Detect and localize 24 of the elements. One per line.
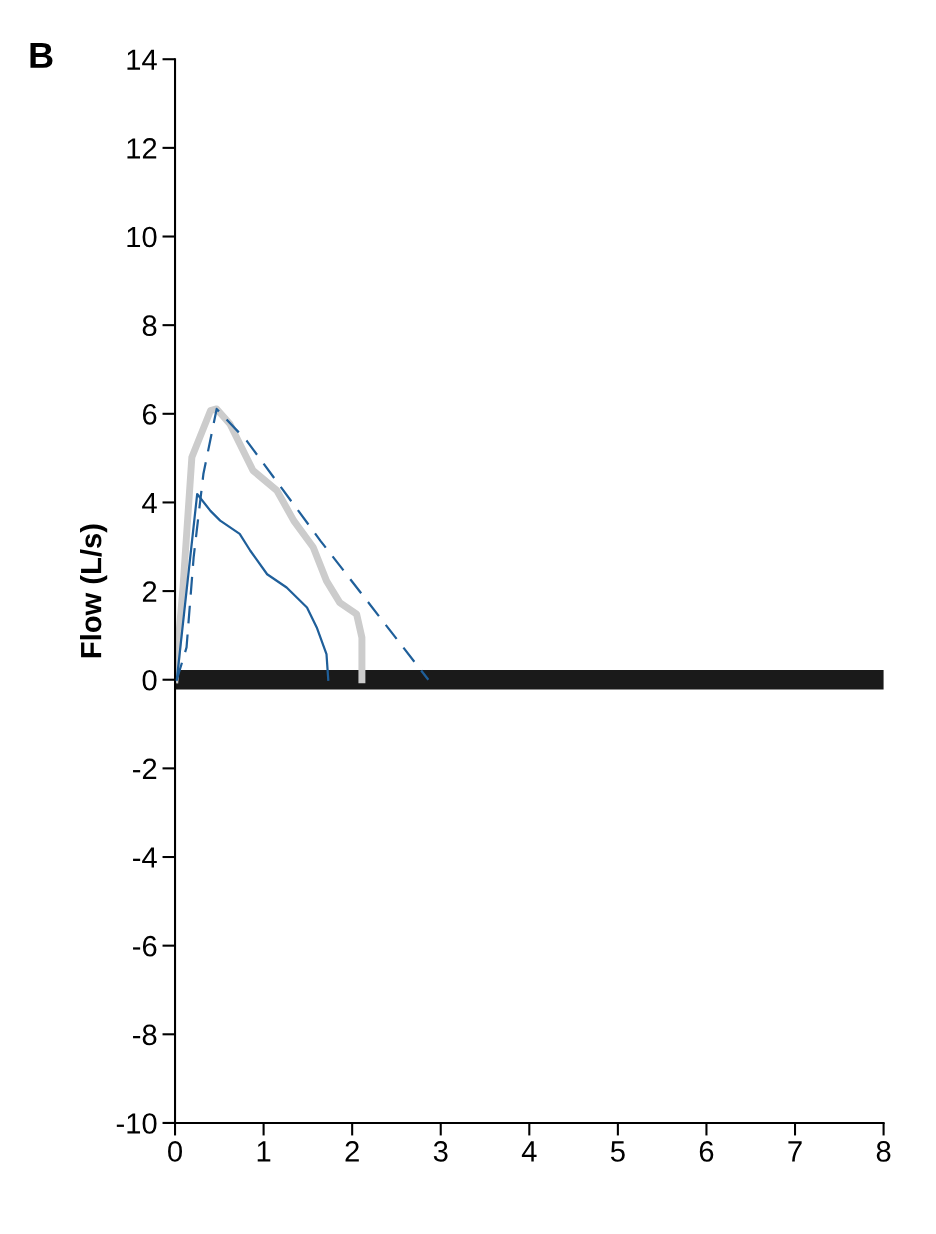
y-tick-label: 10 — [127, 226, 157, 248]
y-tick-label: 0 — [142, 669, 157, 691]
x-tick-label: 4 — [521, 1141, 537, 1162]
y-tick-label: 4 — [142, 492, 157, 514]
y-tick-label: 2 — [142, 581, 157, 602]
x-tick-label: 0 — [168, 1141, 182, 1162]
x-tick-label: 8 — [876, 1141, 891, 1162]
x-tick-label: 2 — [345, 1141, 359, 1162]
y-tick-label: 12 — [127, 138, 157, 159]
y-tick-label: 6 — [142, 404, 157, 425]
x-tick-label: 6 — [699, 1141, 714, 1162]
chart-title: B — [30, 43, 53, 68]
x-tick-label: 3 — [433, 1141, 448, 1162]
x-tick-label: 7 — [788, 1141, 802, 1162]
y-axis-title: Flow (L/s) — [80, 524, 108, 658]
y-tick-label: 8 — [142, 315, 157, 337]
y-tick-label: -6 — [133, 935, 157, 957]
y-tick-label: -2 — [133, 758, 157, 779]
x-tick-label: 1 — [257, 1141, 271, 1162]
y-tick-label: -10 — [116, 1113, 157, 1134]
x-tick-label: 5 — [610, 1141, 625, 1162]
y-tick-label: -4 — [133, 847, 157, 868]
y-tick-label: -8 — [133, 1024, 157, 1046]
y-tick-label: 14 — [127, 49, 157, 70]
